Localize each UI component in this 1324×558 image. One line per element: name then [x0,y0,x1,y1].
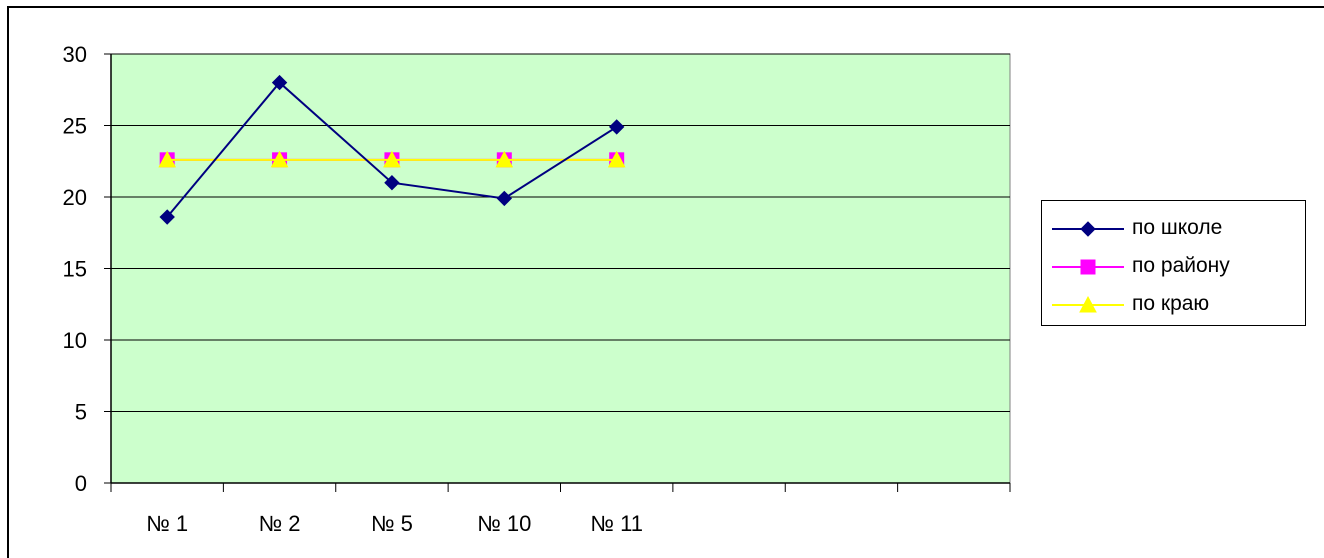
legend-label-school: по школе [1132,216,1223,239]
legend-item-region: по краю [1042,287,1305,323]
legend-swatch-school [1052,221,1124,237]
y-tick-label: 25 [63,114,87,139]
data-point [159,209,175,225]
x-tick-label: № 2 [259,511,301,536]
x-tick-label: № 11 [590,511,643,536]
legend: по школе по району по краю [1041,200,1306,326]
x-axis-ticks: № 1 № 2 № 5 № 10 № 11 [110,483,1011,536]
series-school [159,74,625,225]
y-tick-label: 0 [75,471,87,496]
series-layer [158,74,626,225]
series-region [158,150,626,168]
y-tick-label: 15 [63,257,87,282]
data-point [271,74,288,91]
legend-item-district: по району [1042,249,1305,285]
x-tick-label: № 10 [477,511,531,536]
data-point [607,150,626,168]
data-point [496,190,513,207]
y-tick-label: 5 [75,400,87,425]
legend-label-region: по краю [1132,292,1210,315]
legend-label-district: по району [1132,254,1230,277]
data-point [270,150,289,168]
x-tick-label: № 1 [146,511,188,536]
data-point [384,174,400,191]
data-point [608,119,625,135]
legend-swatch-district [1052,259,1124,275]
data-point [383,150,401,168]
legend-swatch-region [1052,295,1124,313]
y-tick-label: 30 [63,42,87,67]
square-marker-icon [1080,259,1096,275]
data-point [495,150,514,168]
y-axis-ticks: 0 5 10 15 20 25 30 [63,42,111,496]
triangle-marker-icon [1079,295,1097,313]
y-tick-label: 10 [63,328,87,353]
gridlines [111,53,1010,412]
y-tick-label: 20 [63,185,87,210]
data-point [158,150,177,168]
legend-item-school: по школе [1042,211,1305,247]
x-tick-label: № 5 [371,511,413,536]
diamond-marker-icon [1080,221,1096,237]
